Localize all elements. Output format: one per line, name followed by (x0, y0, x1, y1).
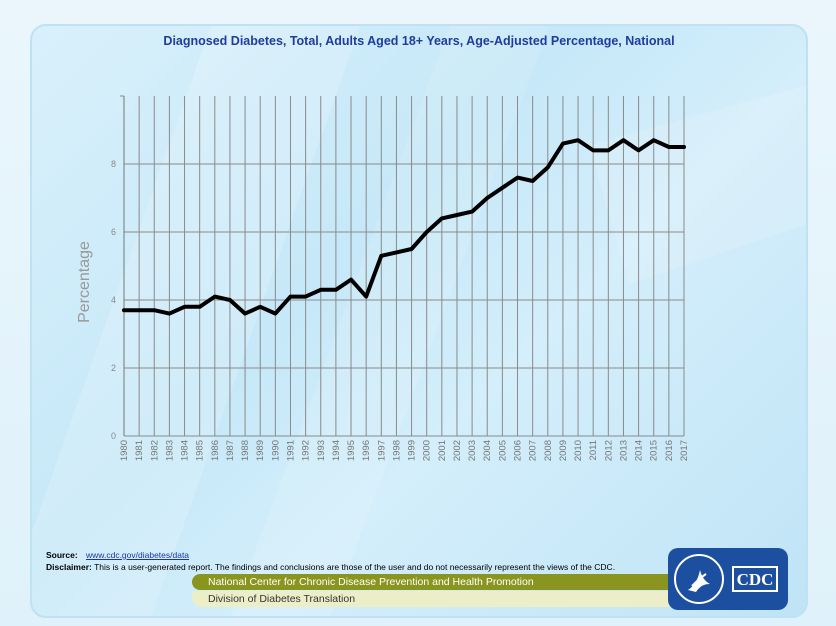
x-tick-label: 2017 (679, 440, 690, 461)
x-tick-label: 1981 (134, 440, 145, 461)
x-tick-label: 1991 (285, 440, 296, 461)
x-tick-label: 2011 (588, 440, 599, 460)
data-point (591, 148, 595, 152)
x-tick-label: 1985 (195, 440, 206, 461)
data-point (167, 312, 171, 316)
data-point (304, 295, 308, 299)
data-point (440, 216, 444, 220)
data-point (258, 305, 262, 309)
hhs-eagle-icon (674, 554, 724, 604)
x-tick-label: 2000 (422, 440, 433, 461)
x-tick-label: 2016 (664, 440, 675, 461)
data-point (349, 278, 353, 282)
x-tick-label: 2015 (649, 440, 660, 461)
data-point (485, 196, 489, 200)
x-tick-label: 2012 (603, 440, 614, 461)
line-chart: 0 2 4 6 8 1980 1981 1982 1983 1984 1985 1986 1987 198… (111, 95, 690, 461)
x-tick-label: 2009 (558, 440, 569, 461)
x-tick-label: 1990 (270, 440, 281, 461)
data-point (410, 247, 414, 251)
source-label: Source: (46, 550, 78, 560)
data-point (273, 312, 277, 316)
x-tick-label: 1994 (331, 440, 342, 461)
x-tick-label: 1999 (407, 440, 418, 461)
data-point (379, 254, 383, 258)
source-link[interactable]: www.cdc.gov/diabetes/data (86, 550, 190, 560)
x-tick-label: 2013 (618, 440, 629, 461)
source-line: Source: www.cdc.gov/diabetes/data (46, 550, 189, 560)
x-tick-label: 2002 (452, 440, 463, 461)
data-point (334, 288, 338, 292)
y-tick-label: 0 (111, 431, 116, 441)
x-tick-label: 2004 (482, 440, 493, 461)
cdc-logo: CDC (668, 548, 788, 610)
y-tick-label: 4 (111, 295, 116, 305)
data-point (243, 312, 247, 316)
x-tick-label: 1992 (301, 440, 312, 461)
data-point (228, 298, 232, 302)
x-tick-label: 2003 (467, 440, 478, 461)
data-point (455, 213, 459, 217)
data-point (516, 176, 520, 180)
x-tick-label: 2005 (497, 440, 508, 461)
x-tick-label: 1984 (180, 440, 191, 461)
data-point (667, 145, 671, 149)
y-tick-label: 6 (111, 227, 116, 237)
x-tick-label: 1988 (240, 440, 251, 461)
y-axis-label: Percentage (76, 241, 93, 323)
data-point (425, 230, 429, 234)
x-tick-label: 1989 (255, 440, 266, 461)
data-point (621, 138, 625, 142)
series-line (122, 138, 686, 316)
data-point (652, 138, 656, 142)
x-tick-label: 2010 (573, 440, 584, 461)
division-name-band: Division of Diabetes Translation (192, 591, 688, 607)
data-point (394, 250, 398, 254)
chart-title: Diagnosed Diabetes, Total, Adults Aged 1… (163, 34, 675, 48)
data-point (122, 308, 126, 312)
data-point (137, 308, 141, 312)
data-point (470, 210, 474, 214)
x-tick-label: 2001 (437, 440, 448, 461)
background-streaks (32, 26, 806, 616)
data-point (183, 305, 187, 309)
data-point (198, 305, 202, 309)
data-point (637, 148, 641, 152)
data-point (531, 179, 535, 183)
data-point (606, 148, 610, 152)
y-tick-label: 8 (111, 159, 116, 169)
x-tick-label: 2007 (528, 440, 539, 461)
data-point (500, 186, 504, 190)
data-point (288, 295, 292, 299)
data-point (213, 295, 217, 299)
data-point (546, 165, 550, 169)
data-point (364, 295, 368, 299)
cdc-logo-text: CDC (732, 566, 778, 592)
x-tick-label: 1982 (149, 440, 160, 461)
data-point (561, 142, 565, 146)
data-point (319, 288, 323, 292)
x-tick-label: 1980 (119, 440, 130, 461)
x-tick-label: 1983 (164, 440, 175, 461)
y-tick-label: 2 (111, 363, 116, 373)
x-tick-label: 1997 (376, 440, 387, 461)
disclaimer-line: Disclaimer: This is a user-generated rep… (46, 562, 615, 572)
data-point (682, 145, 686, 149)
x-tick-label: 1993 (316, 440, 327, 461)
disclaimer-text: This is a user-generated report. The fin… (94, 562, 616, 572)
x-tick-label: 1995 (346, 440, 357, 461)
data-point (576, 138, 580, 142)
data-point (152, 308, 156, 312)
x-tick-label: 2014 (634, 440, 645, 461)
x-tick-label: 2006 (513, 440, 524, 461)
x-tick-label: 1996 (361, 440, 372, 461)
x-tick-label: 1987 (225, 440, 236, 461)
chart-panel: Diagnosed Diabetes, Total, Adults Aged 1… (30, 24, 808, 618)
center-name-band: National Center for Chronic Disease Prev… (192, 574, 688, 590)
x-tick-label: 1986 (210, 440, 221, 461)
x-tick-label: 1998 (391, 440, 402, 461)
x-tick-label: 2008 (543, 440, 554, 461)
disclaimer-label: Disclaimer: (46, 562, 92, 572)
